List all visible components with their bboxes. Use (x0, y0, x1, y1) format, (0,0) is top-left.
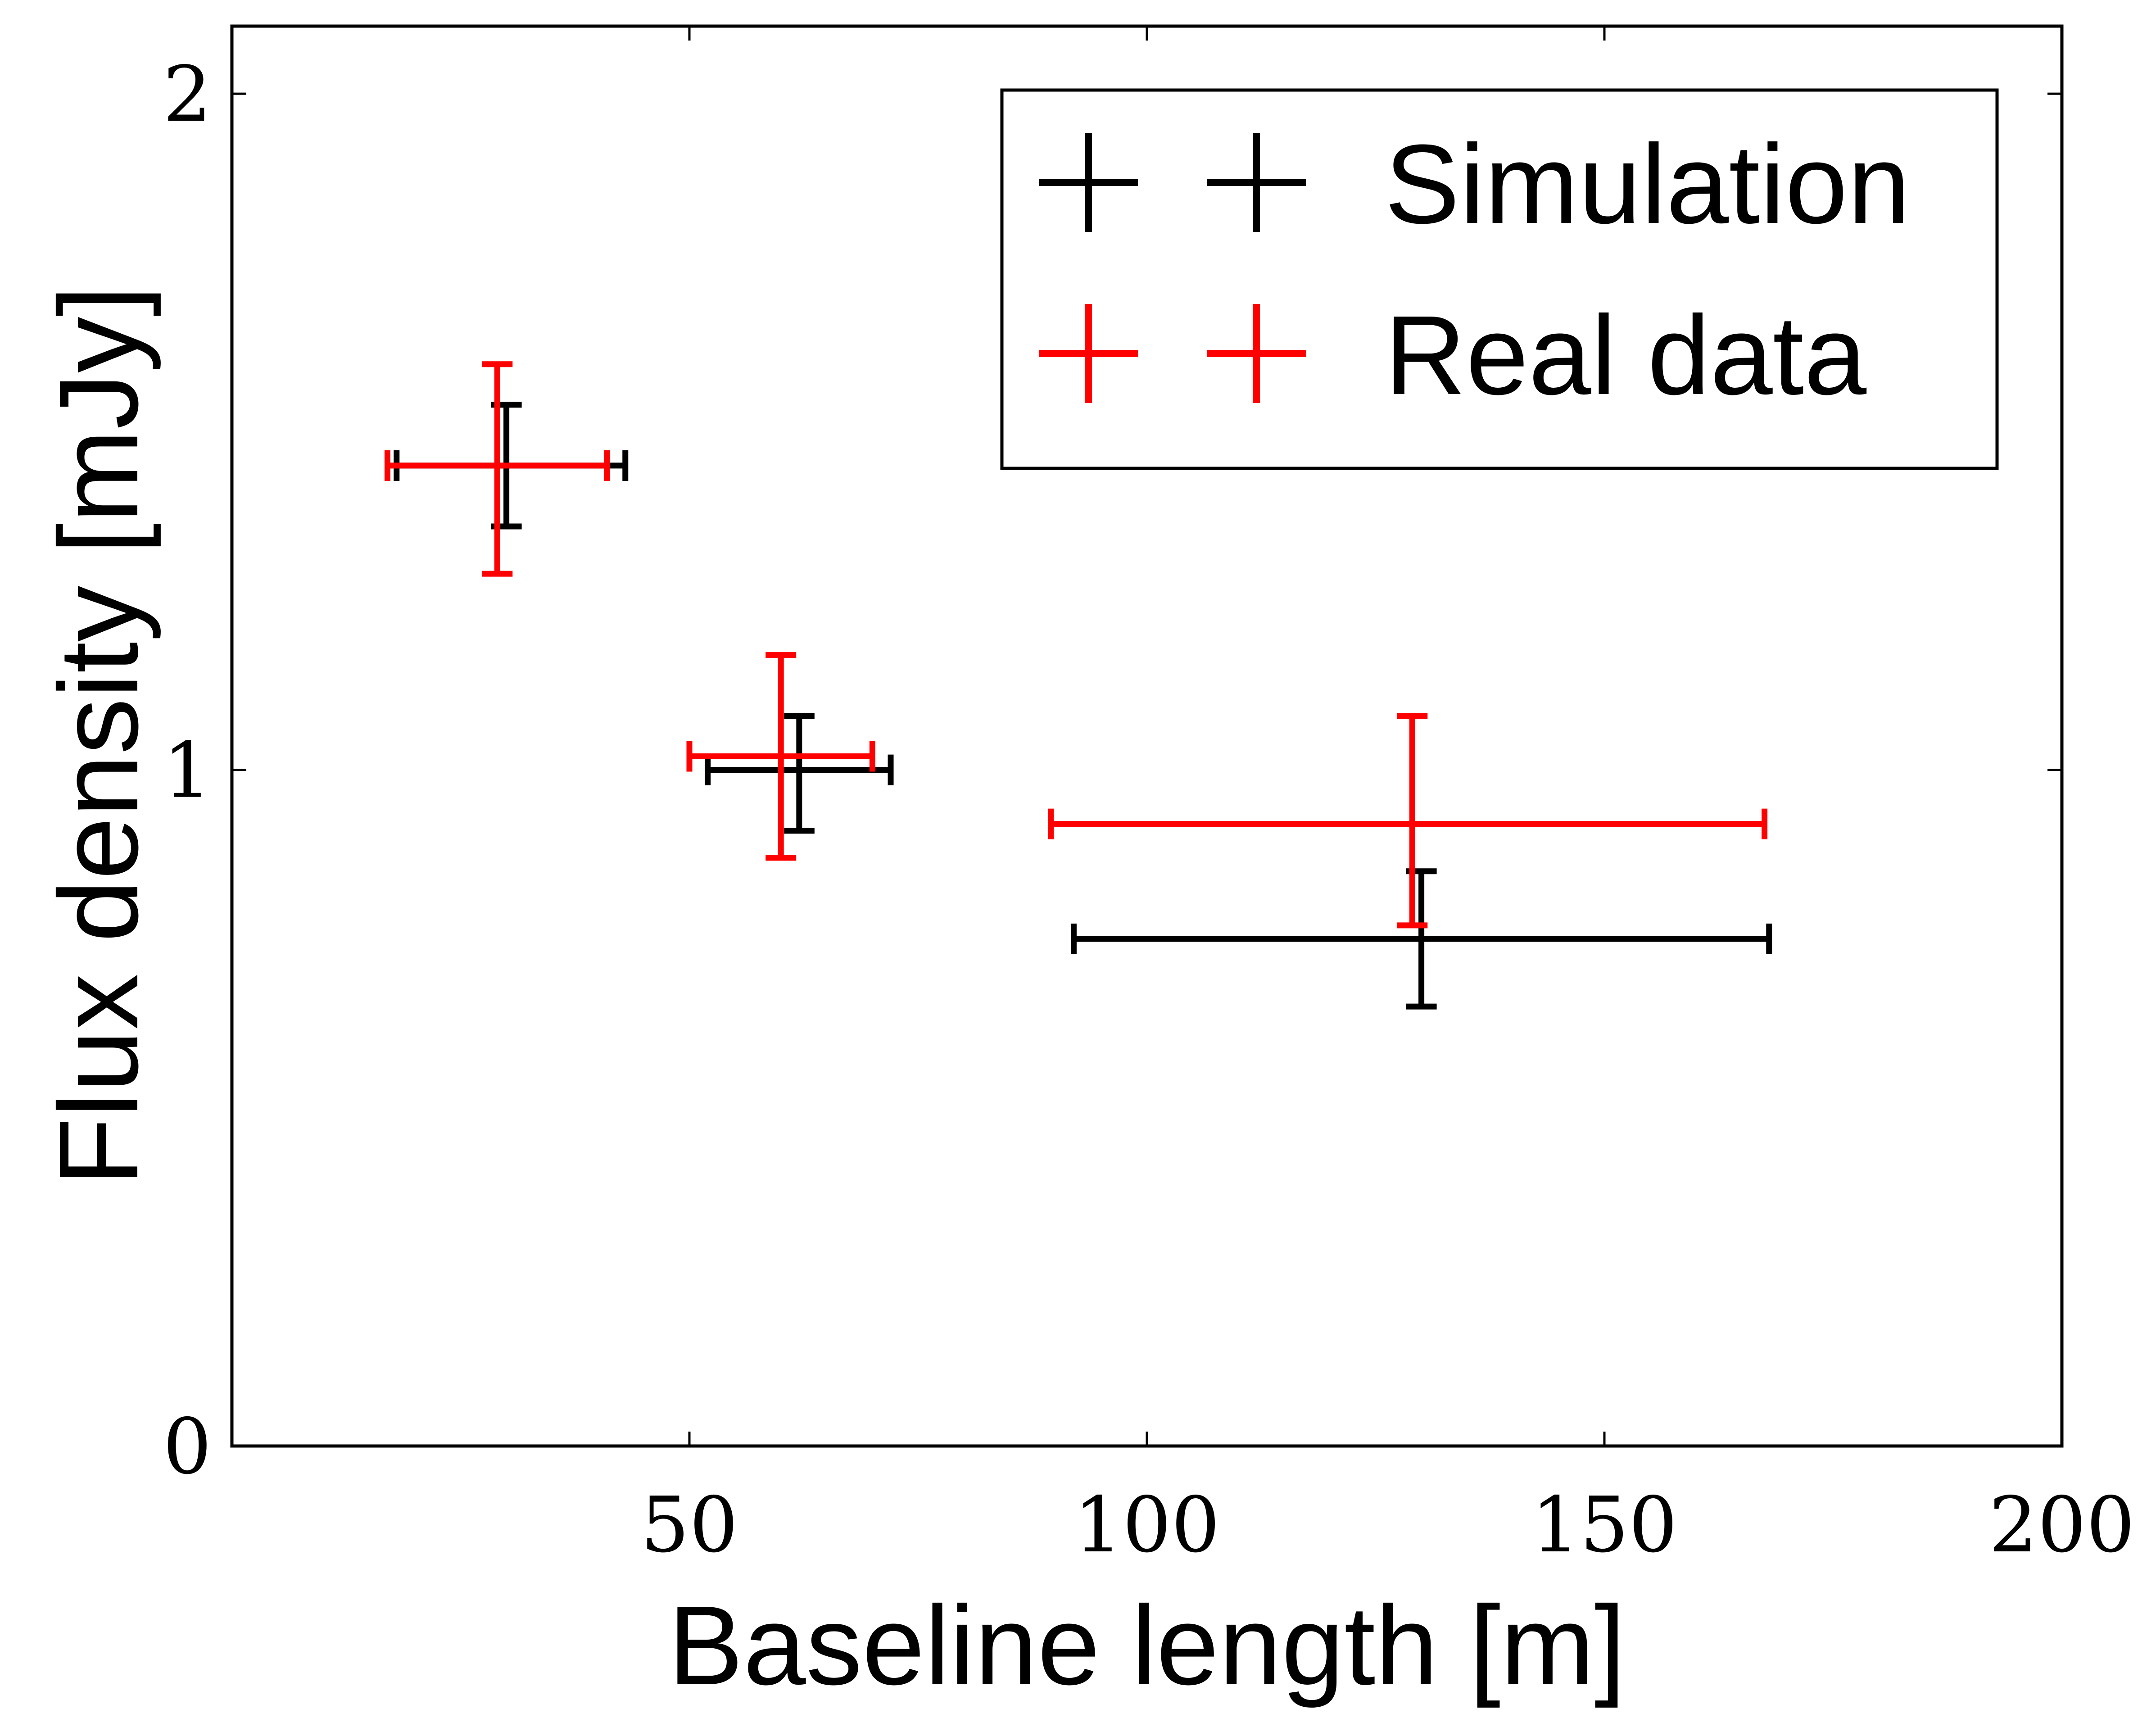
legend-marker-real-data (1039, 304, 1306, 403)
legend: Simulation Real data (1000, 88, 1999, 470)
axis-ticks: 50 100 150 200 0 1 2 (163, 26, 2135, 1570)
legend-label-real-data: Real data (1385, 292, 1867, 418)
series-real-data (384, 361, 1768, 929)
x-tick-label: 200 (1989, 1481, 2135, 1570)
legend-box (1000, 88, 1999, 470)
x-tick-label: 100 (1074, 1481, 1220, 1570)
x-tick-label: 150 (1531, 1481, 1677, 1570)
data-point (686, 652, 875, 861)
y-tick-label: 2 (163, 50, 212, 139)
y-axis-label: Flux density [mJy] (36, 286, 161, 1187)
legend-label-simulation: Simulation (1385, 121, 1910, 247)
data-point (1070, 868, 1772, 1010)
x-tick-label: 50 (641, 1481, 738, 1570)
y-tick-label: 1 (163, 726, 212, 816)
y-tick-label: 0 (163, 1402, 212, 1491)
data-point (384, 361, 610, 577)
data-point (705, 712, 894, 834)
x-axis-label: Baseline length [m] (668, 1582, 1626, 1708)
data-point (1048, 712, 1768, 929)
legend-marker-simulation (1039, 133, 1306, 232)
data-series (384, 361, 1772, 1010)
